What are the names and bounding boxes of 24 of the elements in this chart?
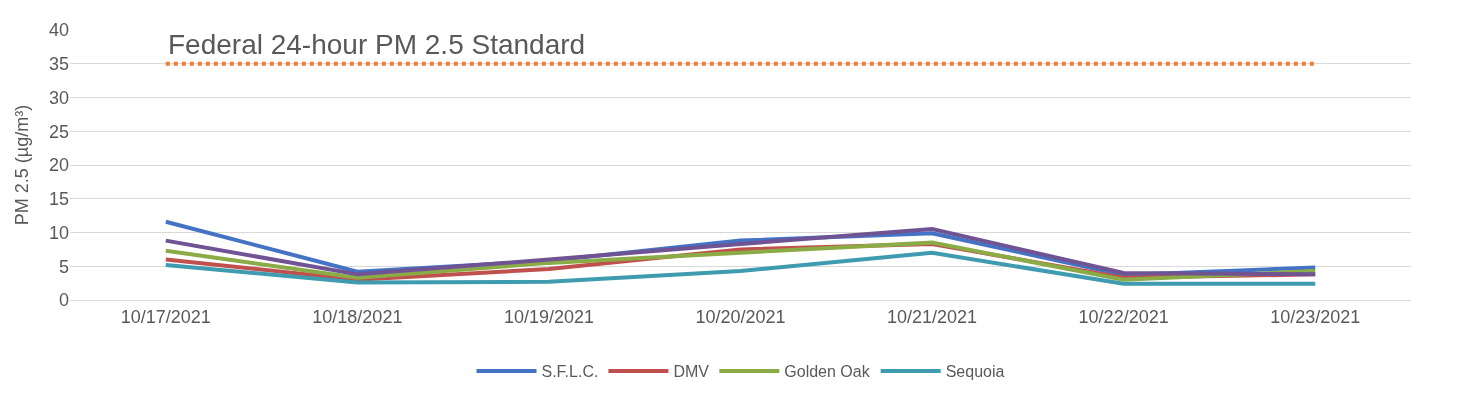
- y-axis-title: PM 2.5 (µg/m³): [12, 104, 33, 226]
- x-tick-label: 10/20/2021: [695, 306, 786, 327]
- x-tick-label: 10/21/2021: [887, 306, 978, 327]
- y-tick-label: 15: [48, 189, 69, 210]
- legend-label: DMV: [673, 363, 710, 381]
- y-tick-label: 0: [58, 290, 69, 311]
- x-tick-label: 10/22/2021: [1078, 306, 1169, 327]
- y-tick-label: 10: [48, 222, 69, 243]
- legend-label: Golden Oak: [784, 363, 871, 381]
- x-tick-label: 10/18/2021: [312, 306, 403, 327]
- y-tick-label: 30: [48, 87, 69, 108]
- x-tick-label: 10/17/2021: [120, 306, 211, 327]
- line-series: [163, 250, 1318, 286]
- line-series: [163, 227, 1318, 277]
- y-tick-label: 40: [48, 20, 69, 41]
- y-tick-label: 35: [48, 54, 69, 75]
- x-tick-label: 10/23/2021: [1270, 306, 1361, 327]
- legend-label: S.F.L.C.: [541, 363, 599, 381]
- y-tick-label: 20: [48, 155, 69, 176]
- x-tick-label: 10/19/2021: [503, 306, 594, 327]
- y-tick-label: 25: [48, 121, 69, 142]
- legend-label: Sequoia: [945, 363, 1005, 381]
- ref-line-label: Federal 24-hour PM 2.5 Standard: [168, 29, 586, 60]
- y-tick-label: 5: [58, 256, 69, 277]
